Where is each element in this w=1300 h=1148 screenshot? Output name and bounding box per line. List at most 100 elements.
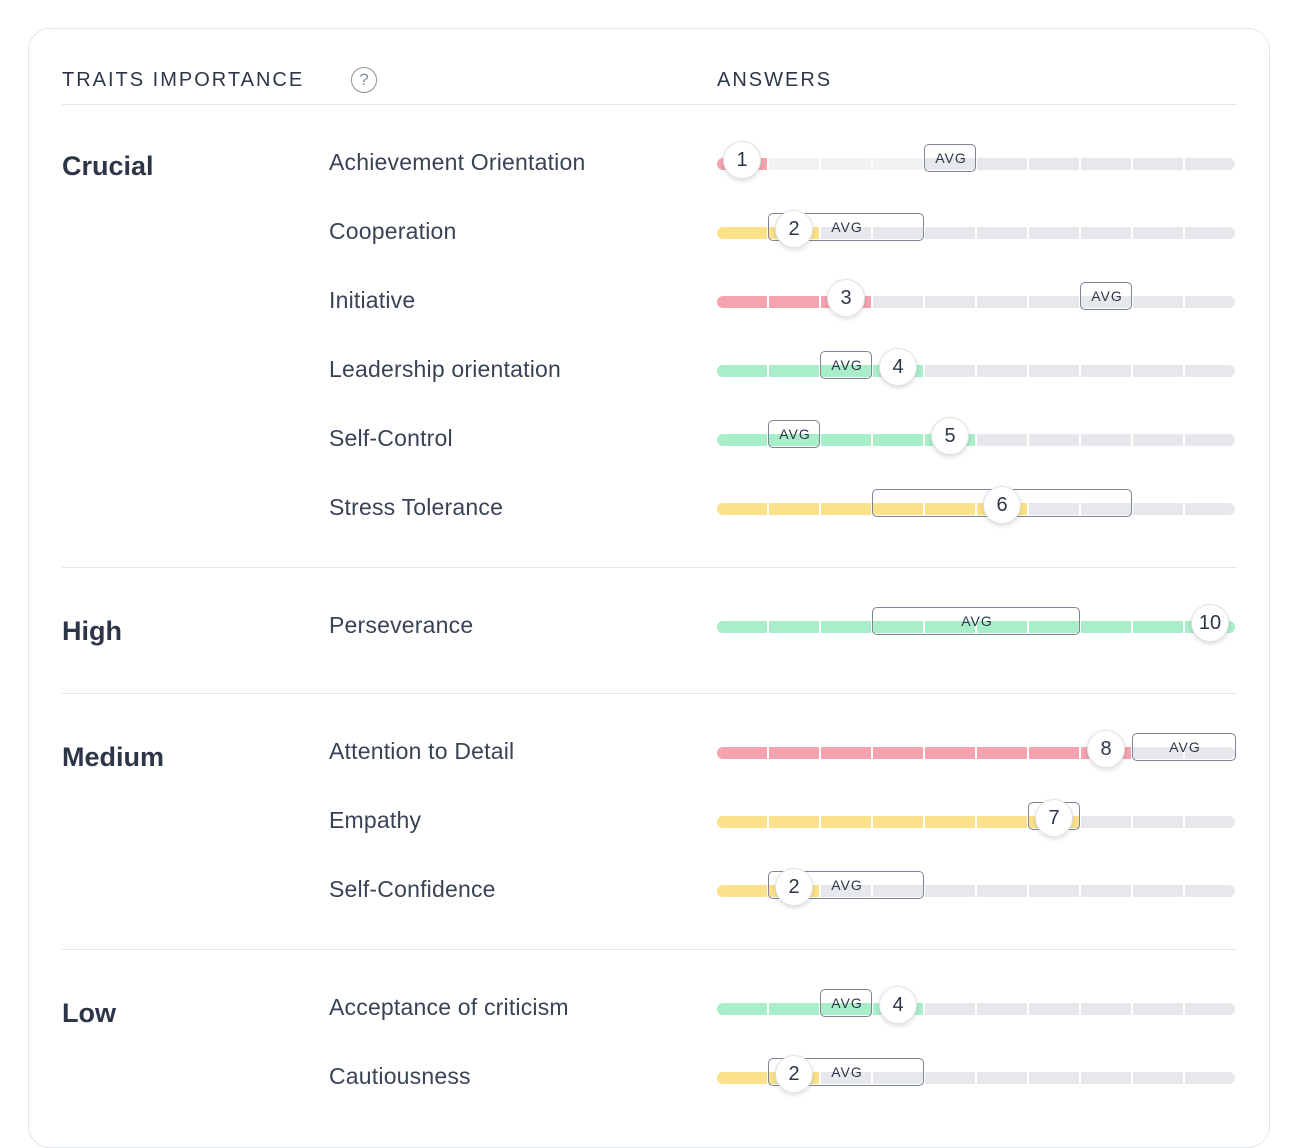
trait-name: Cautiousness	[329, 1063, 471, 1089]
scale-segment-10	[1185, 1003, 1235, 1015]
importance-section-high: High Perseverance AVG 10	[62, 567, 1237, 676]
scale-segment-8	[1081, 158, 1131, 170]
score-badge: 2	[775, 868, 813, 906]
scale-segment-5	[925, 816, 975, 828]
scale-segment-9	[1133, 621, 1183, 633]
trait-name: Empathy	[329, 807, 422, 833]
scale-segment-8	[1081, 503, 1131, 515]
scale-segment-7	[1029, 885, 1079, 897]
help-icon[interactable]: ?	[351, 67, 377, 93]
scale-segment-10	[1185, 227, 1235, 239]
scale-segment-2	[769, 816, 819, 828]
scale-segment-5	[925, 747, 975, 759]
scale-segment-3	[821, 1072, 871, 1084]
average-label: AVG	[1091, 288, 1123, 304]
importance-level-label: High	[62, 616, 122, 646]
importance-level-label: Medium	[62, 742, 165, 772]
scale-segment-5	[925, 503, 975, 515]
score-badge: 7	[1035, 799, 1073, 837]
score-badge: 2	[775, 210, 813, 248]
scale-segment-7	[1029, 365, 1079, 377]
average-label: AVG	[1169, 739, 1201, 755]
scale-segment-8	[1081, 816, 1131, 828]
scale-segment-1	[717, 227, 767, 239]
average-label: AVG	[961, 613, 993, 629]
scale-segment-5	[925, 365, 975, 377]
scale-segment-3	[821, 885, 871, 897]
answer-scale: AVG 2	[717, 1055, 1237, 1093]
average-label: AVG	[831, 877, 863, 893]
answer-scale: AVG 10	[717, 604, 1237, 642]
trait-name: Cooperation	[329, 218, 457, 244]
scale-segment-8	[1081, 621, 1131, 633]
trait-name: Stress Tolerance	[329, 494, 504, 520]
scale-segment-4	[873, 747, 923, 759]
answer-scale: AVG 8	[717, 730, 1237, 768]
scale-segment-6	[977, 227, 1027, 239]
score-badge: 1	[723, 141, 761, 179]
scale-segment-8	[1081, 885, 1131, 897]
scale-segment-8	[1081, 1072, 1131, 1084]
scale-segment-9	[1133, 365, 1183, 377]
scale-segment-3	[821, 227, 871, 239]
scale-segment-6	[977, 434, 1027, 446]
scale-segment-9	[1133, 296, 1183, 308]
average-range-marker	[768, 1058, 924, 1086]
scale-segment-5	[925, 885, 975, 897]
scale-segment-1	[717, 296, 767, 308]
scale-segment-5	[925, 621, 975, 633]
average-label: AVG	[831, 1064, 863, 1080]
scale-segment-8	[1081, 365, 1131, 377]
scale-segment-10	[1185, 1072, 1235, 1084]
importance-level-label: Crucial	[62, 151, 154, 181]
answers-heading: ANSWERS	[717, 69, 833, 91]
importance-section-crucial: Crucial Achievement Orientation AVG 1 Cooper…	[62, 105, 1237, 559]
answer-scale: AVG6	[717, 486, 1237, 524]
scale-segment-3	[821, 503, 871, 515]
scale-segment-3	[821, 158, 871, 170]
scale-segment-4	[873, 885, 923, 897]
average-range-marker	[768, 213, 924, 241]
average-range-marker	[768, 871, 924, 899]
scale-segment-9	[1133, 227, 1183, 239]
scale-segment-10	[1185, 434, 1235, 446]
scale-segment-6	[977, 885, 1027, 897]
scale-segment-4	[873, 503, 923, 515]
scale-segment-4	[873, 434, 923, 446]
scale-segment-7	[1029, 434, 1079, 446]
score-badge: 10	[1191, 604, 1229, 642]
average-range-marker	[768, 420, 820, 448]
scale-segment-1	[717, 621, 767, 633]
scale-segment-10	[1185, 747, 1235, 759]
scale-segment-1	[717, 747, 767, 759]
scale-segment-2	[769, 621, 819, 633]
importance-section-medium: Medium Attention to Detail AVG 8 Empathy 7 Sel…	[62, 693, 1237, 940]
scale-segment-5	[925, 1072, 975, 1084]
scale-segment-6	[977, 816, 1027, 828]
scale-segment-9	[1133, 158, 1183, 170]
scale-segment-4	[873, 158, 923, 170]
importance-level-label: Low	[62, 998, 116, 1028]
scale-segment-1	[717, 1003, 767, 1015]
score-badge: 8	[1087, 730, 1125, 768]
importance-section-low: Low Acceptance of criticism AVG 4 Cautiousne…	[62, 949, 1237, 1127]
scale-segment-2	[769, 296, 819, 308]
scale-segment-9	[1133, 434, 1183, 446]
scale-segment-6	[977, 158, 1027, 170]
scale-segment-3	[821, 434, 871, 446]
average-range-marker	[1132, 733, 1236, 761]
scale-segment-8	[1081, 296, 1131, 308]
scale-segment-4	[873, 621, 923, 633]
scale-segment-9	[1133, 747, 1183, 759]
scale-segment-1	[717, 1072, 767, 1084]
scale-segment-7	[1029, 296, 1079, 308]
answer-scale: AVG 4	[717, 348, 1237, 386]
scale-segment-7	[1029, 227, 1079, 239]
scale-segment-9	[1133, 885, 1183, 897]
scale-segment-9	[1133, 1072, 1183, 1084]
scale-segment-5	[925, 158, 975, 170]
scale-segment-6	[977, 1072, 1027, 1084]
scale-segment-7	[1029, 503, 1079, 515]
score-badge: 5	[931, 417, 969, 455]
answer-scale: AVG 2	[717, 868, 1237, 906]
